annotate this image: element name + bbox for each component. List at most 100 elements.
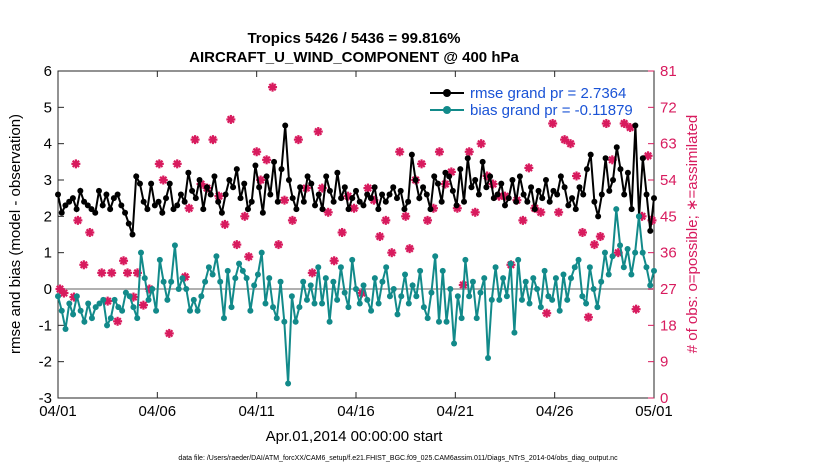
rmse-point — [185, 169, 192, 176]
bias-point — [164, 296, 171, 303]
rmse-point — [285, 177, 292, 183]
bias-point — [605, 271, 612, 278]
obs-assimilated-point — [395, 147, 405, 157]
bias-point — [617, 242, 624, 249]
obs-assimilated-point — [577, 227, 587, 237]
bias-legend-label: bias grand pr = -0.11879 — [470, 102, 633, 119]
bias-point — [583, 300, 590, 307]
bias-point — [153, 307, 160, 314]
data-file-footnote: data file: /Users/raeder/DAI/ATM_forcXX/… — [178, 455, 618, 462]
obs-assimilated-point — [619, 118, 629, 128]
bias-point — [315, 264, 322, 271]
rmse-point — [405, 198, 412, 205]
bias-point — [560, 271, 567, 278]
bias-point — [462, 256, 469, 263]
rmse-point — [356, 198, 363, 205]
obs-assimilated-point — [440, 179, 450, 189]
bias-point — [432, 253, 439, 260]
y-tick-label: -2 — [39, 354, 52, 371]
rmse-point — [412, 177, 419, 183]
rmse-point — [610, 177, 617, 183]
bias-point — [217, 278, 224, 285]
rmse-point — [84, 202, 91, 209]
bias-point — [77, 307, 84, 314]
rmse-point — [353, 187, 359, 194]
bias-point — [220, 315, 227, 322]
y-tick-label: 6 — [44, 63, 52, 80]
obs-assimilated-point — [244, 252, 254, 262]
bias-point — [647, 282, 654, 289]
rmse-point — [140, 198, 147, 205]
obs-assimilated-point — [59, 288, 69, 298]
bias-point — [485, 355, 492, 362]
x-tick-label: 04/11 — [238, 403, 274, 420]
rmse-point — [379, 191, 386, 198]
rmse-point — [397, 187, 404, 194]
obs-assimilated-point — [164, 328, 174, 338]
bias-point — [88, 315, 95, 322]
rmse-legend-marker — [443, 89, 451, 97]
bias-point — [285, 380, 292, 387]
rmse-point — [513, 198, 520, 205]
bias-point — [435, 318, 442, 325]
obs-assimilated-point — [138, 300, 148, 310]
bias-point — [552, 275, 559, 282]
rmse-point — [628, 206, 635, 213]
rmse-point — [516, 173, 523, 180]
obs-assimilated-point — [107, 268, 117, 278]
obs-assimilated-point — [595, 232, 605, 242]
obs-assimilated-point — [476, 139, 486, 149]
bias-point — [526, 300, 533, 307]
rmse-point — [148, 180, 155, 187]
bias-point — [511, 329, 518, 336]
bias-point — [417, 267, 424, 274]
rmse-point — [494, 191, 501, 198]
rmse-point — [267, 191, 274, 198]
bias-point — [194, 307, 201, 314]
bias-point — [81, 318, 88, 325]
rmse-point — [92, 209, 99, 216]
obs-assimilated-point — [73, 215, 83, 225]
bias-point — [409, 282, 416, 289]
obs-assimilated-point — [401, 211, 411, 221]
bias-point — [556, 307, 563, 314]
rmse-point — [442, 169, 449, 176]
bias-point — [564, 296, 571, 303]
plot-frame — [57, 70, 655, 399]
bias-point — [530, 275, 537, 282]
rmse-point — [423, 191, 430, 198]
rmse-point — [595, 213, 602, 220]
rmse-point — [300, 198, 307, 205]
bias-point — [209, 271, 216, 278]
rmse-point — [174, 202, 181, 209]
rmse-point — [69, 195, 76, 202]
obs-assimilated-point — [548, 118, 558, 128]
rmse-point — [133, 173, 140, 180]
rmse-point — [95, 187, 102, 194]
bias-point — [447, 286, 454, 292]
obs-assimilated-point — [123, 268, 133, 278]
rmse-point — [416, 195, 423, 202]
bias-point — [247, 307, 254, 314]
x-tick-label: 04/16 — [337, 403, 375, 420]
bias-point — [202, 278, 209, 285]
bias-point — [639, 249, 646, 256]
rmse-point — [364, 191, 371, 198]
obs-assimilated-point — [220, 219, 230, 229]
obs-assimilated-point — [158, 175, 168, 185]
rmse-point — [114, 191, 121, 198]
bias-point — [107, 315, 114, 322]
rmse-point — [118, 202, 125, 209]
bias-point — [466, 293, 473, 300]
rmse-point — [490, 195, 497, 202]
y-tick-label: -1 — [39, 317, 52, 334]
y-right-tick-label: 72 — [660, 99, 677, 116]
bias-point — [364, 296, 371, 303]
bias-point — [473, 315, 480, 322]
bias-point — [568, 275, 575, 282]
bias-point — [371, 275, 378, 282]
rmse-point — [434, 180, 441, 187]
bias-point — [258, 249, 265, 256]
rmse-point — [438, 198, 445, 205]
